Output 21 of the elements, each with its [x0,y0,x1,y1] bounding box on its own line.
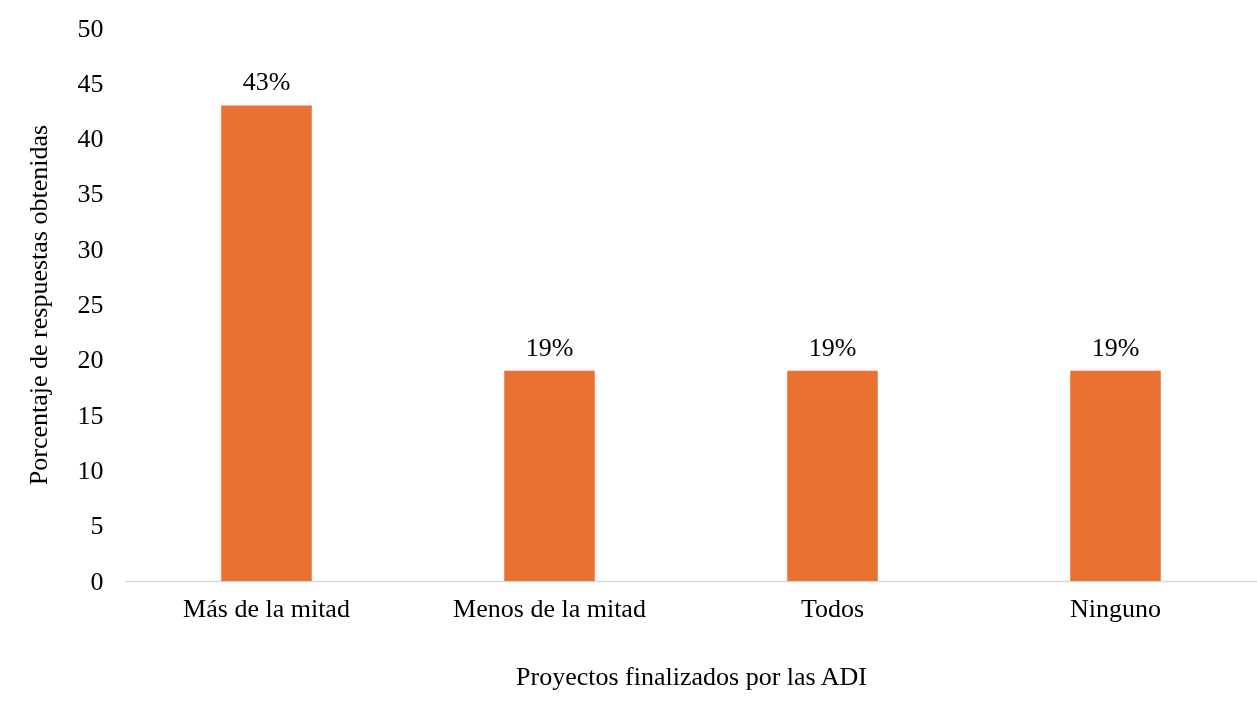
y-tick-label: 50 [77,13,104,43]
y-tick-label: 15 [77,400,104,430]
data-label: 19% [525,332,574,362]
y-tick-label: 25 [77,290,104,319]
y-tick-label: 30 [77,234,104,264]
x-tick-label: Más de la mitad [183,593,350,623]
x-tick-label: Ninguno [1070,593,1161,623]
y-tick-label: 0 [90,566,104,596]
x-tick-label: Menos de la mitad [453,593,646,623]
y-tick-label: 35 [77,179,104,209]
data-label: 19% [808,332,857,362]
y-tick-label: 10 [77,455,104,485]
y-tick-label: 5 [90,511,104,541]
y-tick-label: 40 [77,124,104,154]
data-label: 19% [1091,332,1140,362]
x-tick-label: Todos [800,593,865,623]
x-axis-title: Proyectos finalizados por las ADI [516,661,867,691]
y-axis-title: Porcentaje de respuestas obtenidas [23,124,53,486]
y-tick-label: 20 [77,345,104,375]
data-label: 43% [242,67,291,97]
y-tick-label: 45 [77,68,104,98]
